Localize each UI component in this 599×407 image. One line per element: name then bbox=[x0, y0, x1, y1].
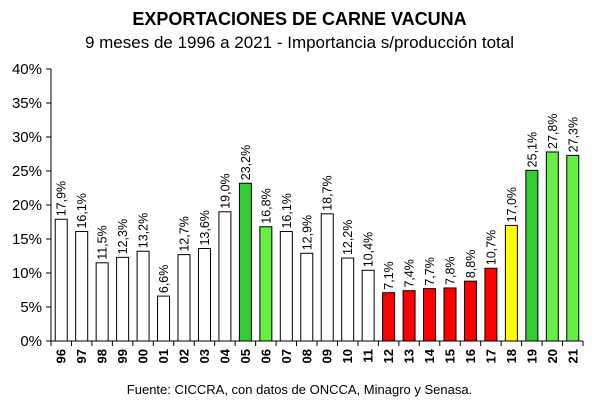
bar-98 bbox=[95, 262, 109, 342]
data-label-97: 16,1% bbox=[75, 193, 89, 228]
x-tick-label-05: 05 bbox=[238, 349, 253, 363]
bar-97 bbox=[75, 231, 89, 342]
bar-17 bbox=[484, 267, 498, 342]
bar-04 bbox=[218, 211, 232, 342]
data-label-08: 12,9% bbox=[300, 215, 314, 250]
x-tick-label-12: 12 bbox=[381, 349, 396, 363]
chart-subtitle: 9 meses de 1996 a 2021 - Importancia s/p… bbox=[84, 33, 515, 52]
x-tick-label-07: 07 bbox=[279, 349, 294, 363]
bar-09 bbox=[320, 213, 334, 342]
bar-20 bbox=[545, 151, 559, 342]
data-label-19: 25,1% bbox=[525, 132, 539, 167]
bar-99 bbox=[116, 256, 130, 342]
bar-14 bbox=[423, 288, 437, 342]
data-label-17: 10,7% bbox=[484, 230, 498, 265]
x-tick-label-99: 99 bbox=[115, 349, 130, 363]
x-tick-label-14: 14 bbox=[422, 348, 437, 363]
y-tick-label: 35% bbox=[12, 95, 42, 112]
bar-21 bbox=[566, 154, 580, 342]
x-tick-label-11: 11 bbox=[361, 349, 376, 363]
y-tick-label: 20% bbox=[12, 197, 42, 214]
bar-03 bbox=[197, 248, 211, 342]
data-label-13: 7,4% bbox=[403, 259, 417, 288]
x-tick-label-03: 03 bbox=[197, 349, 212, 363]
bar-08 bbox=[300, 252, 314, 342]
data-label-21: 27,3% bbox=[566, 117, 580, 152]
data-label-10: 12,2% bbox=[341, 220, 355, 255]
x-tick-label-20: 20 bbox=[545, 349, 560, 363]
y-tick-label: 25% bbox=[12, 163, 42, 180]
x-tick-label-04: 04 bbox=[217, 348, 232, 363]
x-tick-label-97: 97 bbox=[74, 349, 89, 363]
data-label-11: 10,4% bbox=[362, 232, 376, 267]
data-label-00: 13,2% bbox=[137, 213, 151, 248]
chart-title: EXPORTACIONES DE CARNE VACUNA bbox=[132, 9, 467, 29]
y-tick-label: 10% bbox=[12, 265, 42, 282]
data-label-18: 17,0% bbox=[505, 187, 519, 222]
x-tick-label-02: 02 bbox=[177, 349, 192, 363]
y-tick-label: 15% bbox=[12, 231, 42, 248]
y-tick-label: 0% bbox=[20, 333, 42, 350]
bar-12 bbox=[382, 292, 396, 342]
x-tick-label-06: 06 bbox=[258, 349, 273, 363]
data-label-03: 13,6% bbox=[198, 210, 212, 245]
x-tick-label-21: 21 bbox=[565, 349, 580, 363]
data-label-99: 12,3% bbox=[116, 219, 130, 254]
data-label-96: 17,9% bbox=[55, 181, 69, 216]
data-label-12: 7,1% bbox=[382, 261, 396, 290]
data-label-14: 7,7% bbox=[423, 257, 437, 286]
data-label-05: 23,2% bbox=[239, 145, 253, 180]
bar-05 bbox=[238, 182, 252, 342]
y-tick-label: 40% bbox=[12, 61, 42, 78]
y-tick-label: 5% bbox=[20, 299, 42, 316]
bar-07 bbox=[279, 231, 293, 342]
bar-96 bbox=[54, 218, 68, 342]
bar-01 bbox=[157, 295, 171, 342]
bar-16 bbox=[463, 280, 477, 342]
x-tick-label-00: 00 bbox=[136, 349, 151, 363]
x-tick-label-10: 10 bbox=[340, 349, 355, 363]
bar-15 bbox=[443, 287, 457, 342]
x-tick-label-08: 08 bbox=[299, 349, 314, 363]
data-label-07: 16,1% bbox=[280, 193, 294, 228]
data-label-06: 16,8% bbox=[259, 188, 273, 223]
data-label-04: 19,0% bbox=[218, 173, 232, 208]
x-tick-label-96: 96 bbox=[54, 349, 69, 363]
y-tick-label: 30% bbox=[12, 129, 42, 146]
data-label-02: 12,7% bbox=[178, 216, 192, 251]
bar-00 bbox=[136, 250, 150, 342]
data-label-16: 8,8% bbox=[464, 250, 478, 279]
x-tick-label-09: 09 bbox=[320, 349, 335, 363]
x-tick-label-17: 17 bbox=[483, 349, 498, 363]
data-label-09: 18,7% bbox=[321, 175, 335, 210]
x-tick-label-15: 15 bbox=[443, 349, 458, 363]
bar-18 bbox=[504, 224, 518, 342]
data-label-98: 11,5% bbox=[96, 225, 110, 260]
bar-10 bbox=[341, 257, 355, 342]
bar-06 bbox=[259, 226, 273, 342]
x-tick-label-18: 18 bbox=[504, 349, 519, 363]
x-tick-label-01: 01 bbox=[156, 349, 171, 363]
x-tick-label-13: 13 bbox=[402, 349, 417, 363]
bar-13 bbox=[402, 290, 416, 342]
bar-11 bbox=[361, 269, 375, 342]
data-label-01: 6,6% bbox=[157, 265, 171, 294]
data-label-20: 27,8% bbox=[546, 114, 560, 149]
bar-02 bbox=[177, 254, 191, 342]
data-label-15: 7,8% bbox=[444, 256, 458, 285]
x-tick-label-98: 98 bbox=[95, 349, 110, 363]
bar-19 bbox=[525, 169, 539, 342]
chart-source: Fuente: CICCRA, con datos de ONCCA, Mina… bbox=[126, 382, 473, 397]
x-tick-label-16: 16 bbox=[463, 349, 478, 363]
x-tick-label-19: 19 bbox=[524, 349, 539, 363]
